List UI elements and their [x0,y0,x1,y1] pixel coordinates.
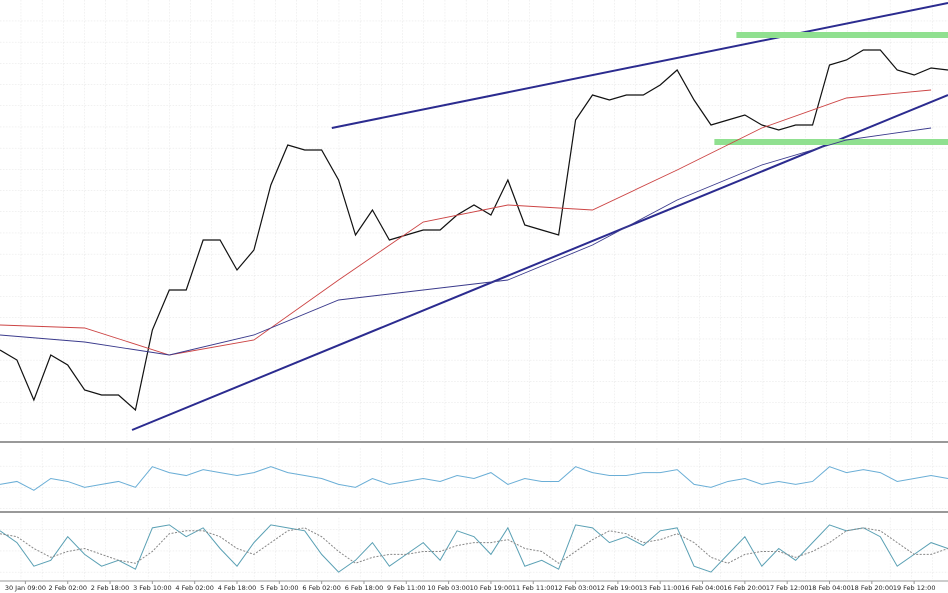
x-tick-label: 6 Feb 02:00 [302,584,341,592]
trend-line [131,94,948,431]
x-tick-label: 11 Feb 11:00 [512,584,555,592]
x-tick-label: 10 Feb 19:00 [470,584,513,592]
x-tick-label: 10 Feb 03:00 [427,584,470,592]
moving-average [0,89,932,356]
x-tick-label: 6 Feb 18:00 [345,584,384,592]
x-tick-label: 18 Feb 04:00 [808,584,851,592]
x-tick-label: 13 Feb 11:00 [639,584,682,592]
indicator-line [0,524,948,573]
x-tick-label: 30 Jan 09:00 [5,584,46,592]
grid-pane-2 [0,517,948,579]
x-tick-label: 18 Feb 20:00 [850,584,893,592]
x-tick-label: 3 Feb 10:00 [133,584,172,592]
indicator-line [0,466,948,491]
moving-average [0,127,932,356]
x-tick-label: 4 Feb 02:00 [175,584,214,592]
x-tick-label: 12 Feb 03:00 [554,584,597,592]
x-tick-label: 2 Feb 18:00 [91,584,130,592]
trend-line [331,2,948,129]
x-tick-label: 16 Feb 20:00 [724,584,767,592]
price-line [0,49,948,412]
x-tick-label: 5 Feb 10:00 [260,584,299,592]
x-tick-label: 19 Feb 12:00 [893,584,936,592]
x-tick-label: 2 Feb 02:00 [48,584,87,592]
indicator-line [0,527,948,564]
x-tick-label: 4 Feb 18:00 [218,584,257,592]
x-tick-label: 9 Feb 11:00 [387,584,426,592]
x-tick-label: 12 Feb 19:00 [597,584,640,592]
x-tick-label: 17 Feb 12:00 [766,584,809,592]
x-tick-label: 16 Feb 04:00 [681,584,724,592]
grid-main [0,0,948,440]
